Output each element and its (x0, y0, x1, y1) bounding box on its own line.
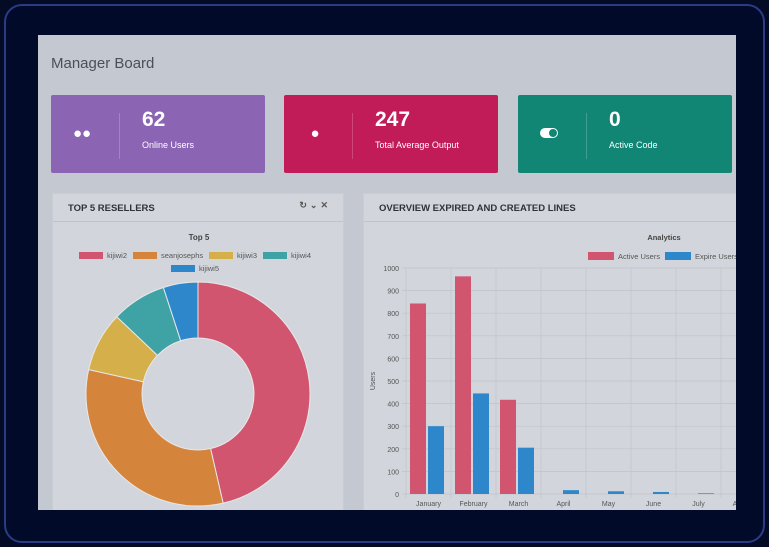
donut-chart: Top 5 kijiwi2 seanjosephs kijiwi3 kijiwi4 kij… (79, 233, 311, 507)
legend-label: kijiwi2 (107, 251, 127, 260)
card-label: Active Code (609, 140, 658, 150)
card-label: Total Average Output (375, 140, 459, 150)
x-tick-label: July (692, 501, 705, 508)
bar-expire-users-june (653, 491, 669, 494)
card-value: 247 (375, 108, 411, 131)
page-title: Manager Board (51, 55, 155, 72)
users-icon: ●● (73, 125, 92, 142)
bar-expire-users-july (698, 493, 714, 494)
x-tick-label: August (733, 501, 736, 508)
globe-icon: ● (310, 125, 320, 142)
bar-active-users-january (410, 303, 426, 494)
legend-swatch (171, 265, 195, 272)
panel-header: OVERVIEW EXPIRED AND CREATED LINES (364, 194, 736, 222)
y-tick-label: 300 (387, 424, 399, 431)
x-tick-label: April (556, 501, 570, 508)
divider (119, 113, 120, 159)
legend-swatch (133, 252, 157, 259)
x-tick-label: February (459, 501, 488, 508)
y-axis-label: Users (370, 371, 377, 390)
bar-expire-users-may (608, 491, 624, 494)
legend-label: kijiwi5 (199, 264, 219, 273)
lines-overview-panel: OVERVIEW EXPIRED AND CREATED LINES Analy… (363, 193, 736, 510)
y-tick-label: 600 (387, 356, 399, 363)
y-tick-label: 1000 (383, 266, 399, 273)
y-tick-label: 900 (387, 289, 399, 296)
x-tick-label: May (602, 501, 616, 508)
chart-title: Top 5 (189, 233, 210, 242)
legend-swatch (665, 252, 691, 260)
x-tick-label: March (509, 501, 529, 508)
legend-swatch (588, 252, 614, 260)
toggle-icon (540, 125, 558, 142)
y-tick-label: 200 (387, 447, 399, 454)
card-value: 0 (609, 108, 621, 131)
panel-header: TOP 5 RESELLERS ↻⌄✕ (53, 194, 343, 222)
legend-swatch (79, 252, 103, 259)
panel-title: TOP 5 RESELLERS (68, 203, 155, 214)
divider (586, 113, 587, 159)
bar-expire-users-february (473, 393, 489, 494)
bar-expire-users-january (428, 426, 444, 494)
card-label: Online Users (142, 140, 195, 150)
divider (352, 113, 353, 159)
bar-chart: Analytics Active Users Expire Users Users 0 1… (370, 233, 736, 508)
card-active-code[interactable]: 0 Active Code (518, 95, 732, 173)
donut-slice-kijiwi5 (162, 281, 199, 342)
bar-active-users-february (455, 276, 471, 494)
legend-label: Expire Users (695, 252, 736, 261)
refresh-icon[interactable]: ↻ (299, 200, 310, 210)
legend-swatch (209, 252, 233, 259)
y-tick-label: 100 (387, 469, 399, 476)
bar-expire-users-march (518, 447, 534, 494)
card-online-users[interactable]: ●● 62 Online Users (51, 95, 265, 173)
legend-label: kijiwi4 (291, 251, 311, 260)
donut-slice-seanjosephs (85, 368, 224, 507)
dashboard-screen: Manager Board ●● 62 Online Users ● 247 T… (38, 35, 736, 510)
card-value: 62 (142, 108, 166, 131)
bar-expire-users-april (563, 490, 579, 494)
y-tick-label: 800 (387, 311, 399, 318)
legend-label: seanjosephs (161, 251, 203, 260)
top-resellers-panel: TOP 5 RESELLERS ↻⌄✕ Top 5 kijiwi2 seanjose… (52, 193, 344, 510)
panel-title: OVERVIEW EXPIRED AND CREATED LINES (379, 203, 576, 214)
x-tick-label: January (416, 501, 441, 508)
x-tick-label: June (646, 501, 661, 508)
legend-label: Active Users (618, 252, 660, 261)
card-total-average-output[interactable]: ● 247 Total Average Output (284, 95, 498, 173)
y-tick-label: 500 (387, 379, 399, 386)
y-tick-label: 400 (387, 402, 399, 409)
chart-title: Analytics (647, 233, 680, 242)
y-tick-label: 700 (387, 334, 399, 341)
legend-swatch (263, 252, 287, 259)
legend-label: kijiwi3 (237, 251, 257, 260)
y-tick-label: 0 (395, 492, 399, 499)
chevron-down-icon[interactable]: ⌄ (309, 200, 321, 210)
close-icon[interactable]: ✕ (320, 200, 331, 210)
donut-slice-kijiwi2 (197, 281, 311, 504)
bar-active-users-march (500, 399, 516, 494)
